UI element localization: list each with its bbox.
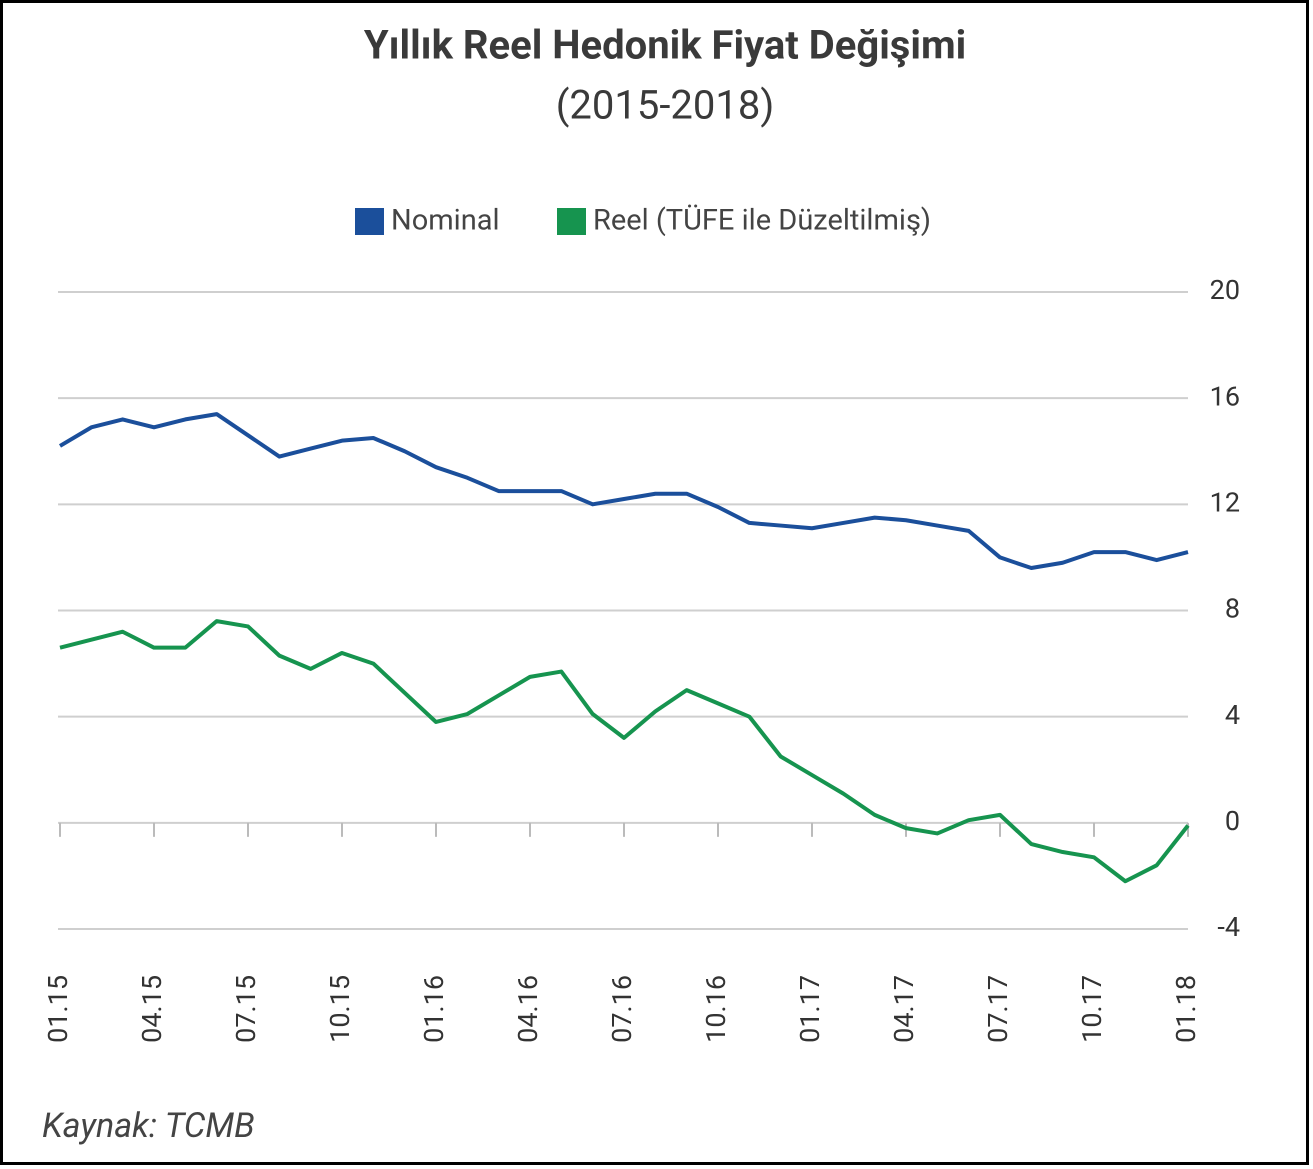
x-tick-label: 01.15	[42, 975, 74, 1043]
x-tick-label: 07.15	[230, 975, 262, 1043]
legend-label: Reel (TÜFE ile Düzeltilmiş)	[593, 203, 931, 238]
x-tick-label: 01.18	[1170, 975, 1202, 1043]
x-tick-label: 07.17	[982, 975, 1014, 1043]
x-tick-label: 10.16	[700, 975, 732, 1043]
series-line	[58, 412, 1189, 571]
x-tick-label: 01.16	[418, 975, 450, 1043]
y-tick-label: 20	[1210, 274, 1240, 306]
x-tick-label: 07.16	[606, 975, 638, 1043]
legend-swatch	[355, 208, 384, 235]
x-tick-label: 10.15	[324, 975, 356, 1043]
legend-swatch	[557, 208, 586, 235]
x-tick-label: 04.17	[888, 975, 920, 1043]
y-tick-label: 16	[1210, 380, 1240, 412]
chart-subtitle: (2015-2018)	[556, 82, 775, 129]
chart-title: Yıllık Reel Hedonik Fiyat Değişimi	[364, 22, 966, 69]
y-tick-label: 0	[1225, 805, 1240, 837]
y-tick-label: 8	[1225, 593, 1240, 625]
x-tick-label: 04.16	[512, 975, 544, 1043]
x-tick-label: 10.17	[1076, 975, 1108, 1043]
source: Kaynak: TCMB	[42, 1106, 255, 1146]
y-tick-label: -4	[1217, 911, 1240, 943]
x-tick-label: 01.17	[794, 975, 826, 1043]
y-tick-label: 12	[1210, 486, 1240, 518]
x-tick-label: 04.15	[136, 975, 168, 1043]
series-line	[59, 619, 1190, 884]
legend-label: Nominal	[391, 204, 500, 238]
y-tick-label: 4	[1225, 699, 1240, 731]
